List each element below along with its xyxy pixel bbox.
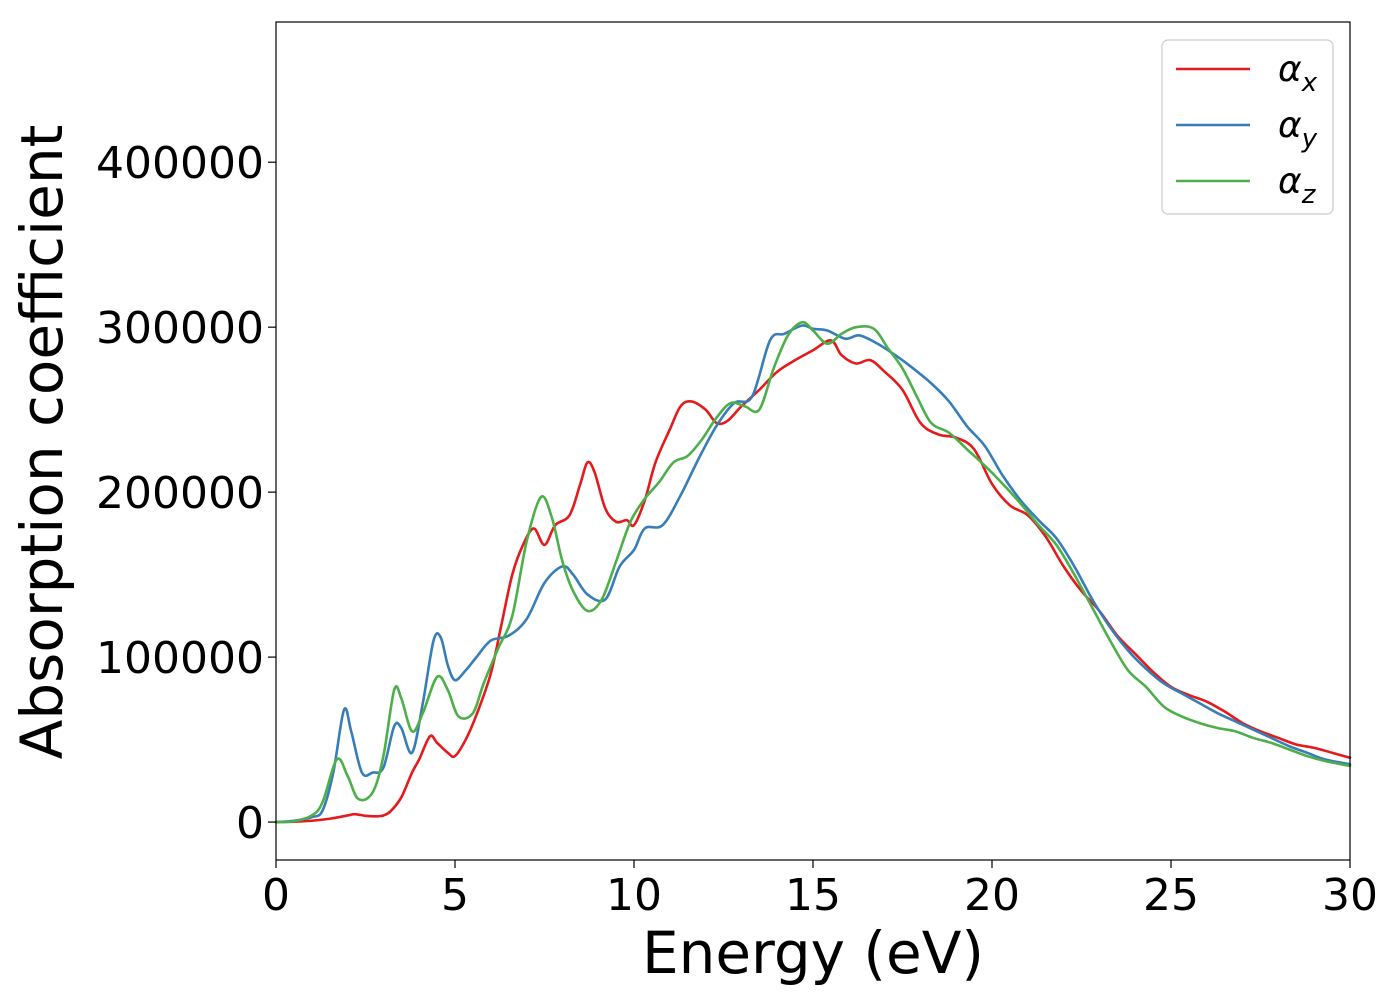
y-axis-label: Absorption coefficient: [8, 125, 76, 760]
x-axis-ticks: 0 5 10 15 20 25 30: [262, 860, 1378, 921]
series-line-y: [274, 324, 1352, 824]
y-axis-ticks: 0 100000 200000 300000 400000: [96, 138, 276, 849]
legend-label-y: αy: [1278, 105, 1318, 154]
y-tick-label: 400000: [96, 138, 264, 189]
x-tick-label: 15: [785, 870, 841, 921]
plot-area: [274, 320, 1352, 824]
x-axis-label: Energy (eV): [642, 919, 984, 987]
y-tick-label: 0: [236, 798, 264, 849]
plot-frame: [275, 21, 1351, 861]
x-tick-label: 30: [1322, 870, 1378, 921]
legend-label-z: αz: [1278, 161, 1317, 210]
legend-label-x: αx: [1278, 49, 1318, 98]
y-tick-label: 200000: [96, 468, 264, 519]
series-line-x: [274, 339, 1352, 824]
y-tick-label: 100000: [96, 633, 264, 684]
legend-box: [1161, 39, 1334, 215]
x-tick-label: 25: [1143, 870, 1199, 921]
y-tick-label: 300000: [96, 303, 264, 354]
x-tick-label: 0: [262, 870, 290, 921]
legend: αx αy αz: [1161, 39, 1334, 215]
series-line-z: [274, 320, 1352, 824]
x-tick-label: 5: [441, 870, 469, 921]
x-tick-label: 20: [964, 870, 1020, 921]
x-tick-label: 10: [606, 870, 662, 921]
